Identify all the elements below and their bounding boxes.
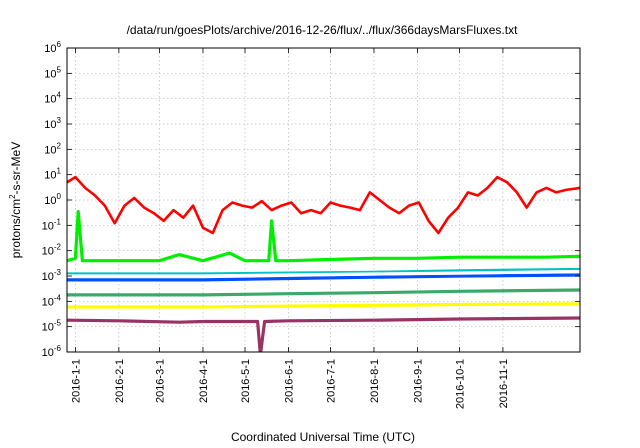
y-tick-base: 10 (44, 43, 56, 55)
y-tick-exponent: 2 (57, 141, 62, 150)
y-axis-label-suffix: -s-sr-MeV (9, 142, 23, 195)
y-tick-exponent: 0 (57, 192, 62, 201)
y-tick-exponent: 1 (57, 167, 62, 176)
y-tick-base: 10 (42, 271, 54, 283)
y-tick-base: 10 (42, 246, 54, 258)
x-tick-label: 2016-2-1 (114, 359, 126, 403)
x-axis-label: Coordinated Universal Time (UTC) (231, 430, 415, 444)
series-line-5 (67, 269, 580, 278)
plot-area (67, 175, 580, 352)
y-tick-base: 10 (44, 68, 56, 80)
series-line-4 (67, 273, 580, 282)
y-tick-label: 104 (44, 91, 61, 106)
x-tick-label: 2016-6-1 (283, 359, 295, 403)
y-tick-exponent: -5 (54, 319, 62, 328)
x-tick-label: 2016-4-1 (198, 359, 210, 403)
y-tick-base: 10 (42, 347, 54, 359)
y-tick-label: 10-4 (42, 293, 62, 308)
y-tick-label: 103 (44, 116, 61, 131)
y-tick-base: 10 (44, 144, 56, 156)
x-tick-label: 2016-1-1 (70, 359, 82, 403)
x-tick-label: 2016-8-1 (369, 359, 381, 403)
y-tick-exponent: 6 (57, 40, 62, 49)
y-tick-label: 10-2 (42, 243, 62, 258)
y-axis: 10-610-510-410-310-210-11001011021031041… (42, 40, 580, 359)
x-tick-label: 2016-7-1 (326, 359, 338, 403)
y-tick-label: 10-3 (42, 268, 62, 283)
y-tick-exponent: 4 (57, 91, 62, 100)
y-tick-base: 10 (44, 94, 56, 106)
y-axis-label-superscript: 2 (8, 194, 17, 199)
y-tick-base: 10 (44, 170, 56, 182)
plot-frame (66, 47, 581, 353)
y-tick-exponent: 5 (57, 65, 62, 74)
series-line-2 (67, 210, 580, 263)
series-line-7 (67, 302, 580, 309)
y-tick-base: 10 (42, 296, 54, 308)
y-tick-base: 10 (44, 195, 56, 207)
series-line-3 (67, 267, 580, 276)
x-tick-label: 2016-3-1 (155, 359, 167, 403)
x-tick-label: 2016-9-1 (412, 359, 424, 403)
grid (67, 48, 580, 352)
y-tick-base: 10 (44, 119, 56, 131)
y-tick-exponent: -4 (54, 293, 62, 302)
y-tick-label: 10-6 (42, 344, 62, 359)
y-tick-label: 106 (44, 40, 61, 55)
y-tick-label: 101 (44, 167, 61, 182)
y-tick-label: 10-1 (42, 217, 62, 232)
x-axis: 2016-1-1 2016-2-1 2016-3-1 2016-4-1 2016-5-1… (70, 48, 510, 409)
x-tick-label: 2016-11-1 (498, 359, 510, 408)
chart-title: /data/run/goesPlots/archive/2016-12-26/f… (127, 23, 519, 37)
y-tick-base: 10 (42, 220, 54, 232)
y-tick-exponent: -2 (54, 243, 62, 252)
y-tick-label: 10-5 (42, 319, 62, 334)
y-axis-label: protons/cm2-s-sr-MeV (8, 142, 23, 258)
y-axis-label-prefix: protons/cm (9, 199, 23, 258)
y-tick-label: 105 (44, 65, 61, 80)
series-group (67, 175, 580, 352)
y-tick-exponent: -3 (54, 268, 62, 277)
series-line-6 (67, 288, 580, 297)
y-tick-exponent: 3 (57, 116, 62, 125)
y-tick-exponent: -6 (54, 344, 62, 353)
y-tick-label: 100 (44, 192, 61, 207)
x-tick-label: 2016-5-1 (240, 359, 252, 403)
x-tick-label: 2016-10-1 (454, 359, 466, 409)
series-line-1 (67, 175, 580, 235)
series-line-8 (67, 316, 580, 352)
y-tick-base: 10 (42, 322, 54, 334)
y-tick-label: 102 (44, 141, 61, 156)
y-tick-exponent: -1 (54, 217, 62, 226)
